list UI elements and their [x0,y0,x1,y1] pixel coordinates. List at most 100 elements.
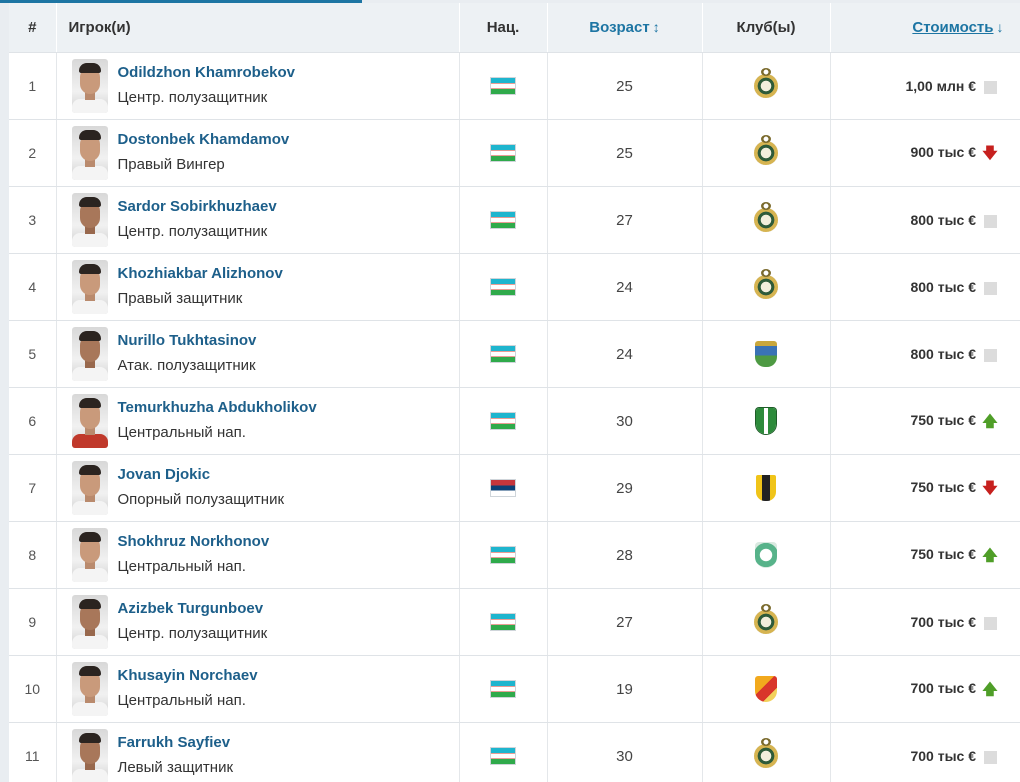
pakhtakor-crest-icon[interactable] [754,68,778,98]
player-name-link[interactable]: Azizbek Turgunboev [117,600,264,617]
player-name-link[interactable]: Odildzhon Khamrobekov [117,64,296,81]
trend-unchanged-icon[interactable] [984,281,997,295]
rs-flag-icon[interactable] [491,479,515,496]
pakhtakor-crest-icon[interactable] [754,269,778,299]
photo-face [79,403,100,429]
player-block: Azizbek Turgunboev Центр. полузащитник [57,595,459,649]
sort-both-icon[interactable]: ↕ [652,19,660,35]
market-value-link[interactable]: 700 тыс € [910,748,976,764]
pakhtakor-crest-icon[interactable] [754,738,778,768]
trend-down-icon[interactable]: 🡇 [982,479,998,497]
player-photo[interactable] [71,193,108,247]
trend-unchanged-icon[interactable] [984,750,997,764]
player-name-link[interactable]: Khozhiakbar Alizhonov [117,265,283,282]
uz-flag-icon[interactable] [491,211,515,228]
player-photo[interactable] [71,662,108,716]
trend-unchanged-icon[interactable] [984,214,997,228]
header-player: Игрок(и) [56,3,460,53]
player-info: Sardor Sobirkhuzhaev Центр. полузащитник [118,197,277,243]
player-name-link[interactable]: Temurkhuzha Abdukholikov [117,399,317,416]
pakhtakor-crest-icon[interactable] [754,202,778,232]
uz-flag-icon[interactable] [491,546,515,563]
nationality-cell [459,588,548,656]
market-value-link[interactable]: 900 тыс € [910,144,976,161]
trend-down-icon[interactable]: 🡇 [982,144,998,162]
yellow-black-crest-icon[interactable] [756,475,776,501]
player-photo[interactable] [71,59,108,113]
market-value-link[interactable]: 700 тыс € [910,680,976,697]
player-name-link[interactable]: Dostonbek Khamdamov [117,131,290,148]
uz-flag-icon[interactable] [491,278,515,295]
market-value-link[interactable]: 750 тыс € [910,479,976,496]
blue-green-crest-icon[interactable] [755,341,777,367]
player-photo[interactable] [71,729,108,782]
market-value-link[interactable]: 1,00 млн € [905,78,976,94]
market-value-link[interactable]: 800 тыс € [910,346,976,362]
age-value: 25 [547,52,703,120]
club-cell [702,186,831,254]
uz-flag-icon[interactable] [491,613,515,630]
player-name-link[interactable]: Jovan Djokic [117,466,211,483]
player-photo[interactable] [71,260,108,314]
sort-down-icon[interactable]: ↓ [996,19,1004,35]
player-info: Khozhiakbar Alizhonov Правый защитник [118,264,283,310]
age-sort-link[interactable]: Возраст [589,19,650,36]
player-name-link[interactable]: Farrukh Sayfiev [117,734,231,751]
age-value: 24 [547,320,703,388]
uz-flag-icon[interactable] [491,77,515,94]
player-name-link[interactable]: Khusayin Norchaev [117,667,258,684]
market-value-link[interactable]: 700 тыс € [910,614,976,630]
header-value[interactable]: Стоимость ↓ [830,3,1020,53]
player-name-link[interactable]: Sardor Sobirkhuzhaev [117,198,277,215]
photo-shirt [71,166,108,180]
photo-hair [78,398,101,408]
photo-shirt [71,769,108,782]
trend-unchanged-icon[interactable] [984,80,997,94]
player-info: Dostonbek Khamdamov Правый Вингер [118,130,290,176]
photo-face [79,336,100,362]
table-row: 4 Khozhiakbar Alizhonov Правый защитник … [9,253,1020,321]
photo-shirt [71,434,108,448]
teal-crest-icon[interactable] [755,542,777,568]
pakhtakor-crest-icon[interactable] [754,135,778,165]
orange-crest-icon[interactable] [755,676,777,702]
trend-up-icon[interactable]: 🡅 [982,680,998,698]
player-photo[interactable] [71,461,108,515]
row-number: 10 [9,655,57,723]
player-photo[interactable] [71,126,108,180]
player-block: Farrukh Sayfiev Левый защитник [57,729,459,782]
player-photo[interactable] [71,528,108,582]
photo-hair [78,666,101,676]
photo-neck [84,427,95,435]
pakhtakor-crest-icon[interactable] [754,604,778,634]
trend-up-icon[interactable]: 🡅 [982,412,998,430]
value-sort-link[interactable]: Стоимость [912,19,994,36]
header-club: Клуб(ы) [702,3,831,53]
uz-flag-icon[interactable] [491,747,515,764]
player-name-link[interactable]: Shokhruz Norkhonov [117,533,270,550]
trend-up-icon[interactable]: 🡅 [982,546,998,564]
market-value-link[interactable]: 750 тыс € [910,546,976,563]
player-photo[interactable] [71,595,108,649]
uz-flag-icon[interactable] [491,412,515,429]
green-red-crest-icon[interactable] [756,408,776,434]
market-value-link[interactable]: 800 тыс € [910,212,976,228]
trend-unchanged-icon[interactable] [984,616,997,630]
age-value: 28 [547,521,703,589]
photo-face [79,671,100,697]
market-value-link[interactable]: 750 тыс € [910,412,976,429]
player-photo[interactable] [71,394,108,448]
player-name-link[interactable]: Nurillo Tukhtasinov [117,332,257,349]
player-photo[interactable] [71,327,108,381]
player-info: Odildzhon Khamrobekov Центр. полузащитни… [118,63,296,109]
uz-flag-icon[interactable] [491,144,515,161]
row-number: 3 [9,186,57,254]
player-position: Центральный нап. [117,424,246,441]
photo-neck [84,628,95,636]
header-age[interactable]: Возраст ↕ [547,3,703,53]
uz-flag-icon[interactable] [491,680,515,697]
trend-unchanged-icon[interactable] [984,348,997,362]
photo-face [79,135,100,161]
uz-flag-icon[interactable] [491,345,515,362]
market-value-link[interactable]: 800 тыс € [910,279,976,295]
